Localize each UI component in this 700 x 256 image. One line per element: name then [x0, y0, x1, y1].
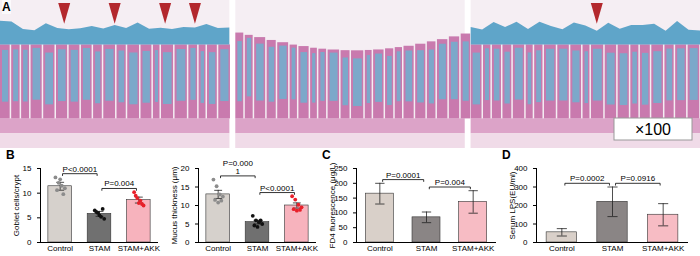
svg-text:250: 250 [334, 164, 348, 174]
html-text:A: A [2, 0, 11, 14]
svg-text:0: 0 [523, 238, 528, 247]
svg-text:STAM+AKK: STAM+AKK [642, 244, 685, 253]
svg-text:Control: Control [205, 244, 231, 253]
svg-text:15: 15 [181, 183, 190, 192]
svg-text:0: 0 [27, 238, 32, 247]
svg-text:P=0.004: P=0.004 [104, 179, 135, 188]
svg-text:400: 400 [514, 164, 528, 174]
svg-text:STAM: STAM [89, 244, 111, 253]
svg-text:Control: Control [367, 244, 393, 253]
html-text:C: C [322, 148, 331, 162]
svg-text:20: 20 [181, 164, 190, 173]
svg-text:Control: Control [549, 244, 575, 253]
svg-text:P<0.0001: P<0.0001 [260, 184, 295, 193]
html-text:B: B [6, 148, 15, 162]
svg-text:P=0.0916: P=0.0916 [621, 174, 656, 183]
svg-text:Mucus thickness (μm): Mucus thickness (μm) [170, 166, 179, 244]
svg-text:×100: ×100 [635, 121, 671, 138]
svg-text:STAM: STAM [247, 244, 269, 253]
svg-text:0: 0 [343, 238, 348, 247]
svg-text:FD4 fluorescence (μg/L): FD4 fluorescence (μg/L) [328, 162, 337, 248]
svg-text:P=0.0001: P=0.0001 [386, 171, 421, 180]
svg-text:150: 150 [334, 193, 348, 203]
svg-text:5: 5 [185, 220, 190, 229]
svg-text:100: 100 [514, 219, 528, 229]
svg-text:P=0.0002: P=0.0002 [570, 174, 605, 183]
svg-text:50: 50 [339, 223, 348, 232]
svg-text:P=0.004: P=0.004 [435, 178, 466, 187]
svg-text:STAM: STAM [602, 244, 624, 253]
svg-text:P=0.0001: P=0.0001 [223, 159, 254, 176]
svg-text:5: 5 [27, 213, 32, 222]
svg-text:200: 200 [334, 178, 348, 188]
svg-text:STAM+AKK: STAM+AKK [276, 244, 319, 253]
svg-text:STAM+AKK: STAM+AKK [452, 244, 495, 253]
html-text:D: D [502, 148, 511, 162]
svg-text:Control: Control [47, 244, 73, 253]
svg-text:STAM: STAM [416, 244, 438, 253]
svg-text:200: 200 [514, 201, 528, 211]
svg-text:10: 10 [23, 189, 32, 198]
svg-text:300: 300 [514, 182, 528, 192]
svg-text:10: 10 [181, 201, 190, 210]
svg-text:15: 15 [23, 164, 32, 173]
svg-text:STAM+AKK: STAM+AKK [118, 244, 161, 253]
svg-text:0: 0 [185, 238, 190, 247]
svg-text:100: 100 [334, 208, 348, 218]
svg-text:Goblet cells/crypt: Goblet cells/crypt [12, 174, 21, 236]
svg-text:Serum LPS(EU/ml): Serum LPS(EU/ml) [508, 171, 517, 239]
svg-text:P<0.0001: P<0.0001 [63, 165, 98, 174]
